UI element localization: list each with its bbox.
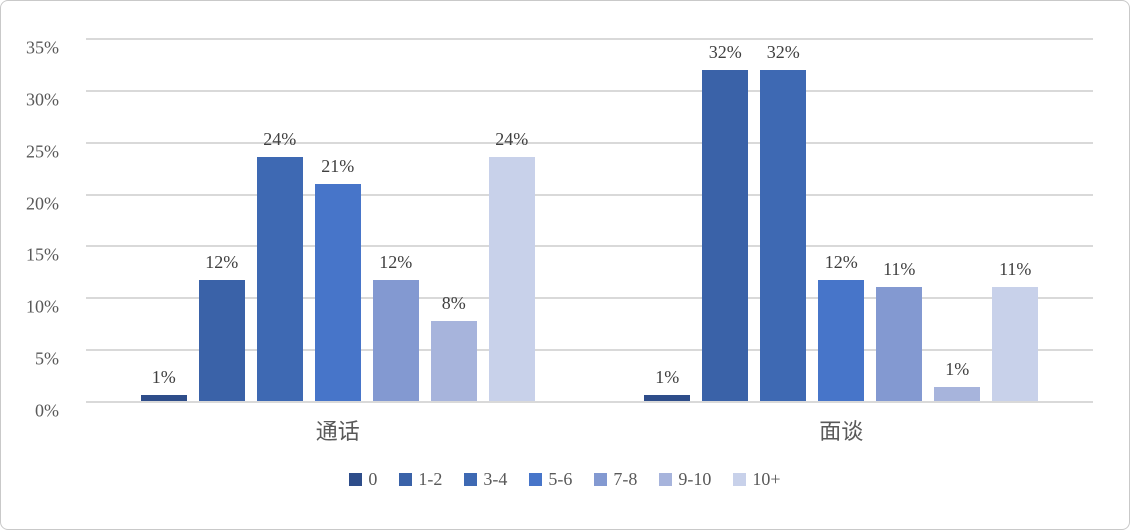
gridline <box>86 141 1093 144</box>
bar-slot: 1% <box>140 39 187 402</box>
legend-label: 1-2 <box>418 469 443 489</box>
y-tick-label: 30% <box>26 89 59 110</box>
bar-groups: 1% 12% 24% 21% 12% 8% 24% 1% 32% 32% 12% 11% 1% 11% <box>86 39 1093 402</box>
legend-swatch-icon <box>659 473 673 486</box>
bar-slot: 24% <box>256 39 303 402</box>
bar-9-10-通话 <box>430 321 477 402</box>
y-tick-label: 25% <box>26 141 59 162</box>
x-axis-labels: 通话 面谈 <box>86 404 1093 446</box>
bar-value-label: 32% <box>708 42 742 63</box>
legend-swatch-icon <box>594 473 608 486</box>
bar-slot: 32% <box>760 39 807 402</box>
bar-slot: 12% <box>198 39 245 402</box>
legend-item-1-2: 1-2 <box>399 469 442 490</box>
legend-label: 9-10 <box>678 469 712 489</box>
bar-value-label: 24% <box>495 129 529 150</box>
gridline <box>86 245 1093 248</box>
bar-5-6-通话 <box>314 184 361 402</box>
bar-value-label: 1% <box>945 359 970 380</box>
legend-swatch-icon <box>399 473 413 486</box>
legend-swatch-icon <box>349 473 363 486</box>
bar-slot: 24% <box>488 39 535 402</box>
bar-slot: 11% <box>992 39 1039 402</box>
legend-label: 10+ <box>752 469 781 489</box>
legend-item-9-10: 9-10 <box>659 469 711 490</box>
bar-slot: 21% <box>314 39 361 402</box>
bar-slot: 1% <box>644 39 691 402</box>
bar-slot: 32% <box>702 39 749 402</box>
bar-slot: 1% <box>934 39 981 402</box>
bar-slot: 8% <box>430 39 477 402</box>
legend-swatch-icon <box>529 473 543 486</box>
bar-value-label: 1% <box>655 366 680 387</box>
bar-value-label: 8% <box>441 293 466 314</box>
bar-3-4-通话 <box>256 157 303 402</box>
plot-area: 1% 12% 24% 21% 12% 8% 24% 1% 32% 32% 12% 11% 1% 11% <box>86 38 1093 403</box>
legend-item-10+: 10+ <box>733 469 781 490</box>
bar-group-1: 1% 12% 24% 21% 12% 8% 24% <box>86 39 590 402</box>
bar-slot: 11% <box>876 39 923 402</box>
gridline <box>86 297 1093 300</box>
y-tick-label: 10% <box>26 296 59 317</box>
y-axis: 0% 5% 10% 15% 20% 25% 30% 35% <box>1 37 73 421</box>
y-tick-label: 15% <box>26 244 59 265</box>
bar-value-label: 24% <box>263 129 297 150</box>
legend-item-0: 0 <box>349 469 377 490</box>
bar-value-label: 11% <box>883 258 916 279</box>
bar-value-label: 1% <box>151 366 176 387</box>
bar-7-8-通话 <box>372 279 419 402</box>
category-label: 通话 <box>315 419 360 444</box>
legend-swatch-icon <box>464 473 478 486</box>
bar-value-label: 12% <box>824 251 858 272</box>
gridline <box>86 38 1093 40</box>
legend-label: 5-6 <box>548 469 573 489</box>
y-tick-label: 35% <box>26 37 59 58</box>
legend-swatch-icon <box>733 473 747 486</box>
bar-0-通话 <box>140 394 187 402</box>
bar-value-label: 12% <box>379 251 413 272</box>
y-tick-label: 0% <box>35 400 59 421</box>
legend-item-3-4: 3-4 <box>464 469 507 490</box>
legend-item-5-6: 5-6 <box>529 469 572 490</box>
bar-9-10-面谈 <box>934 387 981 402</box>
bar-slot: 12% <box>372 39 419 402</box>
legend-item-7-8: 7-8 <box>594 469 637 490</box>
legend-label: 0 <box>368 469 378 489</box>
gridline <box>86 89 1093 92</box>
bar-value-label: 11% <box>999 258 1032 279</box>
legend: 0 1-2 3-4 5-6 7-8 9-10 10+ <box>1 469 1129 490</box>
bar-0-面谈 <box>644 394 691 402</box>
x-axis-line <box>86 401 1093 403</box>
bar-slot: 12% <box>818 39 865 402</box>
bar-value-label: 21% <box>321 156 355 177</box>
bar-10+-通话 <box>488 157 535 402</box>
bar-3-4-面谈 <box>760 70 807 402</box>
y-tick-label: 5% <box>35 348 59 369</box>
legend-label: 3-4 <box>483 469 508 489</box>
bar-value-label: 32% <box>766 42 800 63</box>
bar-5-6-面谈 <box>818 279 865 402</box>
bar-1-2-面谈 <box>702 70 749 402</box>
gridline <box>86 349 1093 352</box>
bar-10+-面谈 <box>992 286 1039 402</box>
bar-group-2: 1% 32% 32% 12% 11% 1% 11% <box>590 39 1094 402</box>
gridline <box>86 193 1093 196</box>
bar-1-2-通话 <box>198 279 245 402</box>
category-label: 面谈 <box>819 419 864 444</box>
bar-value-label: 12% <box>205 251 239 272</box>
y-tick-label: 20% <box>26 193 59 214</box>
bar-7-8-面谈 <box>876 286 923 402</box>
legend-label: 7-8 <box>613 469 638 489</box>
